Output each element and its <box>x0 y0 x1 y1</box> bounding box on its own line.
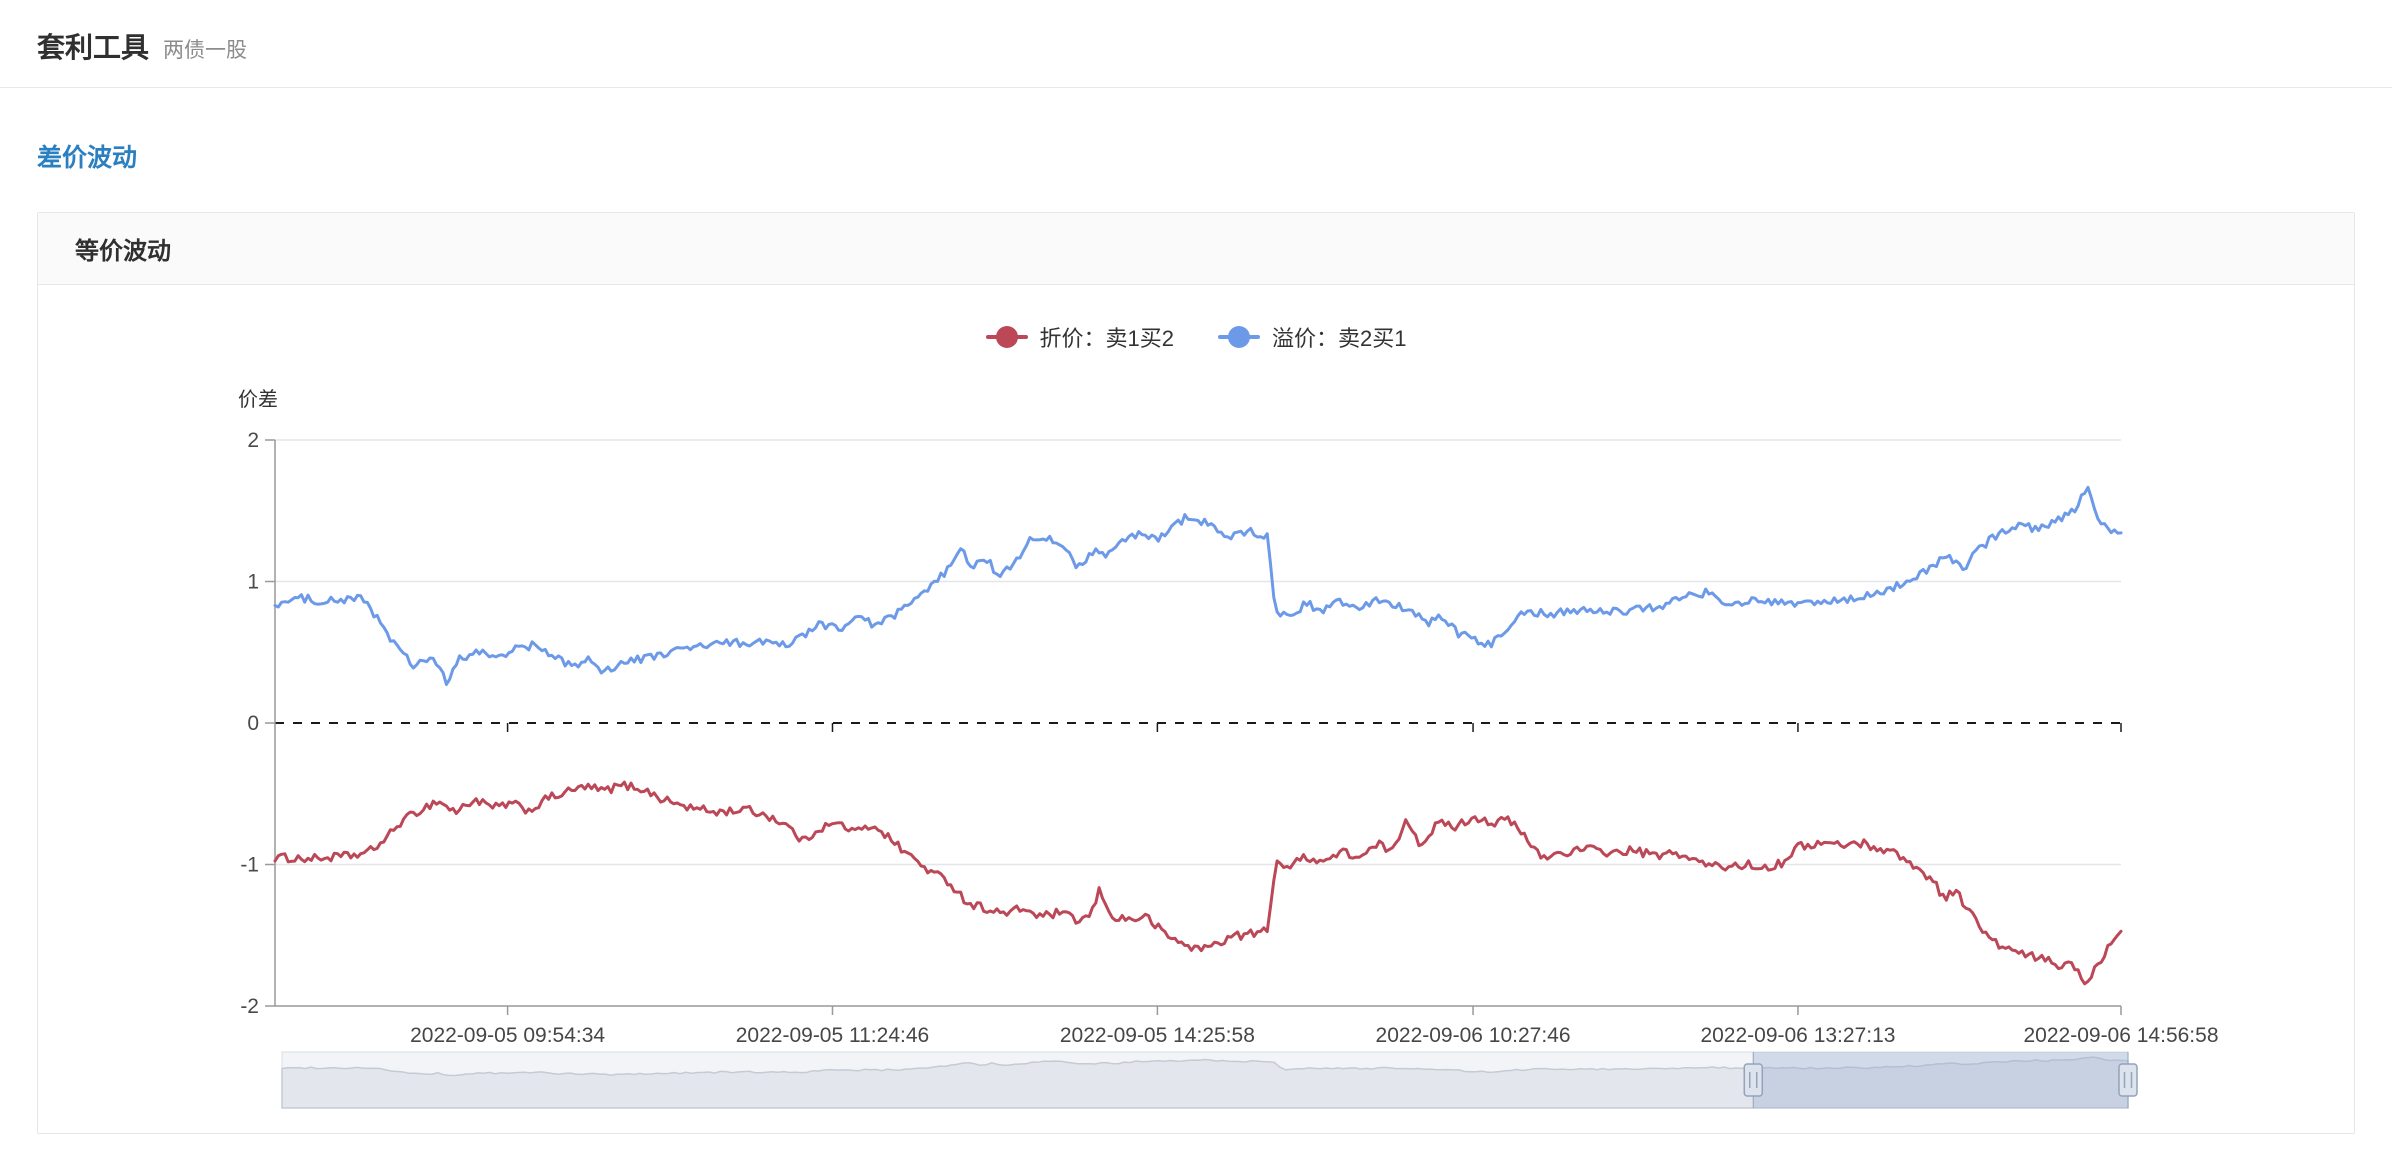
chart-area: 折价：卖1买2 溢价：卖2买1 价差 2 1 0 -1 -2 2022-09-05 09:5… <box>38 285 2354 1133</box>
legend-dot-icon <box>1228 326 1250 348</box>
y-axis-label: -2 <box>240 995 259 1018</box>
series-line-discount <box>273 780 2123 986</box>
panel-equal-price-fluctuation: 等价波动 折价：卖1买2 溢价：卖2买1 价差 2 1 0 -1 -2 2022-09-05… <box>37 212 2355 1134</box>
x-axis-label: 2022-09-06 10:27:46 <box>1376 1024 1571 1047</box>
datazoom-handle-grip <box>1743 1063 1764 1097</box>
x-axis-label: 2022-09-05 09:54:34 <box>410 1024 605 1047</box>
legend-label: 折价：卖1买2 <box>1039 326 1174 351</box>
datazoom-handle-grip <box>2118 1063 2138 1097</box>
datazoom-slider <box>281 1051 2138 1109</box>
datazoom-handle-left[interactable] <box>1743 1063 1764 1097</box>
topbar: 套利工具 两债一股 <box>0 0 2392 88</box>
x-axis-label: 2022-09-05 14:25:58 <box>1060 1024 1255 1047</box>
series-line-premium <box>273 485 2123 686</box>
legend-label: 溢价：卖2买1 <box>1272 326 1407 351</box>
datazoom-data-shadow <box>281 1056 2129 1109</box>
y-axis-label: 1 <box>247 571 259 594</box>
app-title: 套利工具 <box>37 32 150 63</box>
app-subtitle: 两债一股 <box>163 39 248 62</box>
legend-line-dot-icon <box>1218 326 1260 348</box>
x-axis-label: 2022-09-06 13:27:13 <box>1700 1024 1895 1047</box>
legend-item-discount[interactable]: 折价：卖1买2 <box>985 321 1174 353</box>
page: 套利工具 两债一股 差价波动 等价波动 折价：卖1买2 溢价：卖2买1 价差 2 1… <box>0 0 2392 1134</box>
x-axis-label: 2022-09-05 11:24:46 <box>736 1024 929 1047</box>
y-axis-title: 价差 <box>238 389 278 411</box>
y-axis-label: 0 <box>247 712 259 735</box>
legend-dot-icon <box>995 326 1018 348</box>
price-diff-chart: 2 1 0 -1 -2 2022-09-05 09:54:34 2022-09-05 11:… <box>240 429 2219 1109</box>
datazoom-handle-right[interactable] <box>2118 1063 2138 1097</box>
chart-legend: 折价：卖1买2 溢价：卖2买1 <box>38 321 2354 353</box>
legend-line-dot-icon <box>985 326 1028 348</box>
datazoom-window[interactable] <box>1753 1052 2128 1108</box>
x-axis-label: 2022-09-06 14:56:58 <box>2024 1024 2219 1047</box>
panel-title: 等价波动 <box>75 238 171 265</box>
panel-header: 等价波动 <box>38 213 2354 285</box>
y-axis-label: 2 <box>247 429 259 452</box>
legend-item-premium[interactable]: 溢价：卖2买1 <box>1218 321 1406 353</box>
tab-price-diff-fluctuation[interactable]: 差价波动 <box>37 144 138 172</box>
y-axis-label: -1 <box>240 854 259 877</box>
